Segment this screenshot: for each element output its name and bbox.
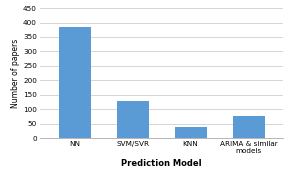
- Y-axis label: Number of papers: Number of papers: [11, 38, 20, 108]
- Bar: [233, 116, 265, 138]
- Bar: [59, 27, 90, 138]
- Bar: [175, 127, 207, 138]
- X-axis label: Prediction Model: Prediction Model: [121, 159, 202, 168]
- Bar: [117, 101, 149, 138]
